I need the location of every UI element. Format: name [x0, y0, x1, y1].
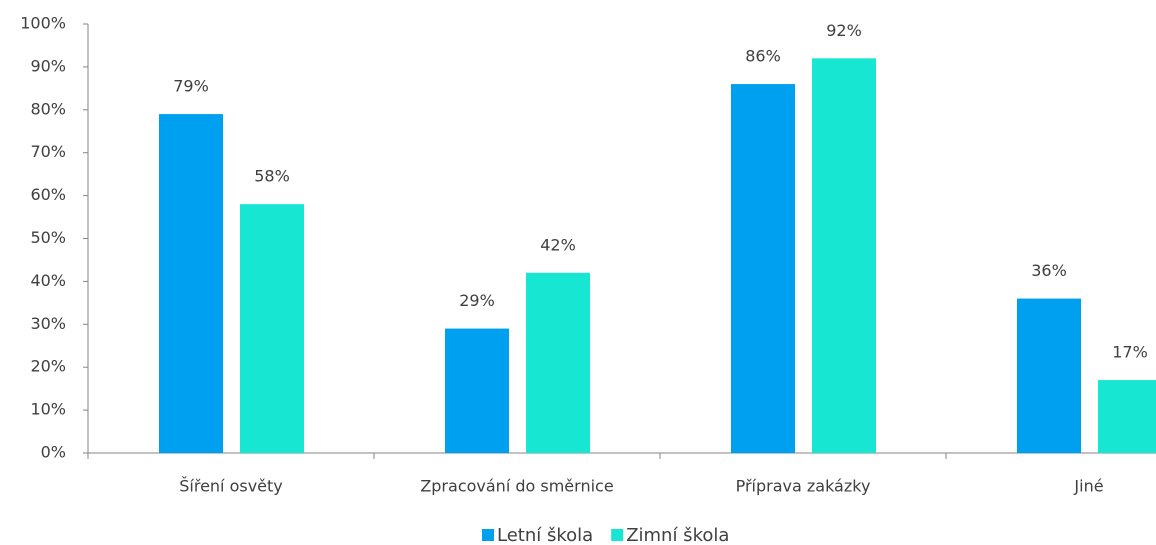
value-label: 92%: [826, 21, 862, 40]
y-tick-label: 20%: [30, 357, 66, 376]
bar: [159, 114, 223, 453]
y-tick-label: 10%: [30, 400, 66, 419]
legend-label: Zimní škola: [626, 525, 729, 545]
x-tick-label: Jiné: [1073, 477, 1103, 496]
value-label: 42%: [540, 235, 576, 254]
value-label: 29%: [459, 291, 495, 310]
bar: [812, 58, 876, 453]
bar: [526, 272, 590, 453]
y-tick-label: 70%: [30, 142, 66, 161]
value-label: 86%: [745, 47, 781, 66]
legend-label: Letní škola: [497, 525, 593, 545]
bar: [240, 204, 304, 453]
legend-swatch: [482, 529, 494, 541]
y-tick-label: 50%: [30, 228, 66, 247]
bar: [1017, 298, 1081, 453]
bar: [445, 328, 509, 453]
y-tick-label: 40%: [30, 271, 66, 290]
x-tick-label: Příprava zakázky: [736, 477, 871, 496]
value-label: 58%: [254, 167, 290, 186]
y-tick-label: 80%: [30, 99, 66, 118]
value-label: 36%: [1031, 261, 1067, 280]
y-tick-label: 30%: [30, 314, 66, 333]
y-tick-label: 60%: [30, 185, 66, 204]
bar: [731, 84, 795, 453]
bar: [1098, 380, 1156, 453]
y-tick-label: 100%: [20, 14, 66, 33]
value-label: 79%: [173, 77, 209, 96]
x-tick-label: Šíření osvěty: [179, 477, 283, 496]
legend-swatch: [611, 529, 624, 541]
y-tick-label: 0%: [41, 443, 66, 462]
value-label: 17%: [1112, 343, 1148, 362]
y-tick-label: 90%: [30, 56, 66, 75]
x-tick-label: Zpracování do směrnice: [420, 477, 613, 496]
